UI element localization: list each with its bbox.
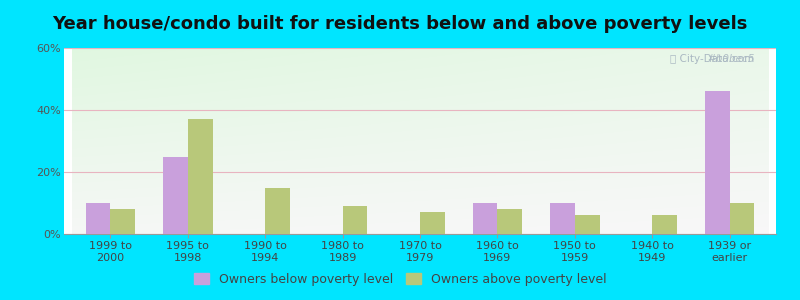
Bar: [473, 203, 498, 234]
Bar: [550, 203, 574, 234]
Bar: [420, 212, 445, 234]
Bar: [705, 92, 730, 234]
Bar: [574, 215, 599, 234]
Text: ⓘ City-Data.com: ⓘ City-Data.com: [670, 54, 754, 64]
Bar: [498, 209, 522, 234]
Bar: [342, 206, 367, 234]
Bar: [188, 119, 213, 234]
Legend: Owners below poverty level, Owners above poverty level: Owners below poverty level, Owners above…: [189, 268, 611, 291]
Bar: [730, 203, 754, 234]
Bar: [652, 215, 677, 234]
Bar: [163, 157, 188, 234]
Text: #b0bec5: #b0bec5: [707, 54, 754, 64]
Text: Year house/condo built for residents below and above poverty levels: Year house/condo built for residents bel…: [52, 15, 748, 33]
Bar: [110, 209, 135, 234]
Bar: [266, 188, 290, 234]
Bar: [86, 203, 110, 234]
